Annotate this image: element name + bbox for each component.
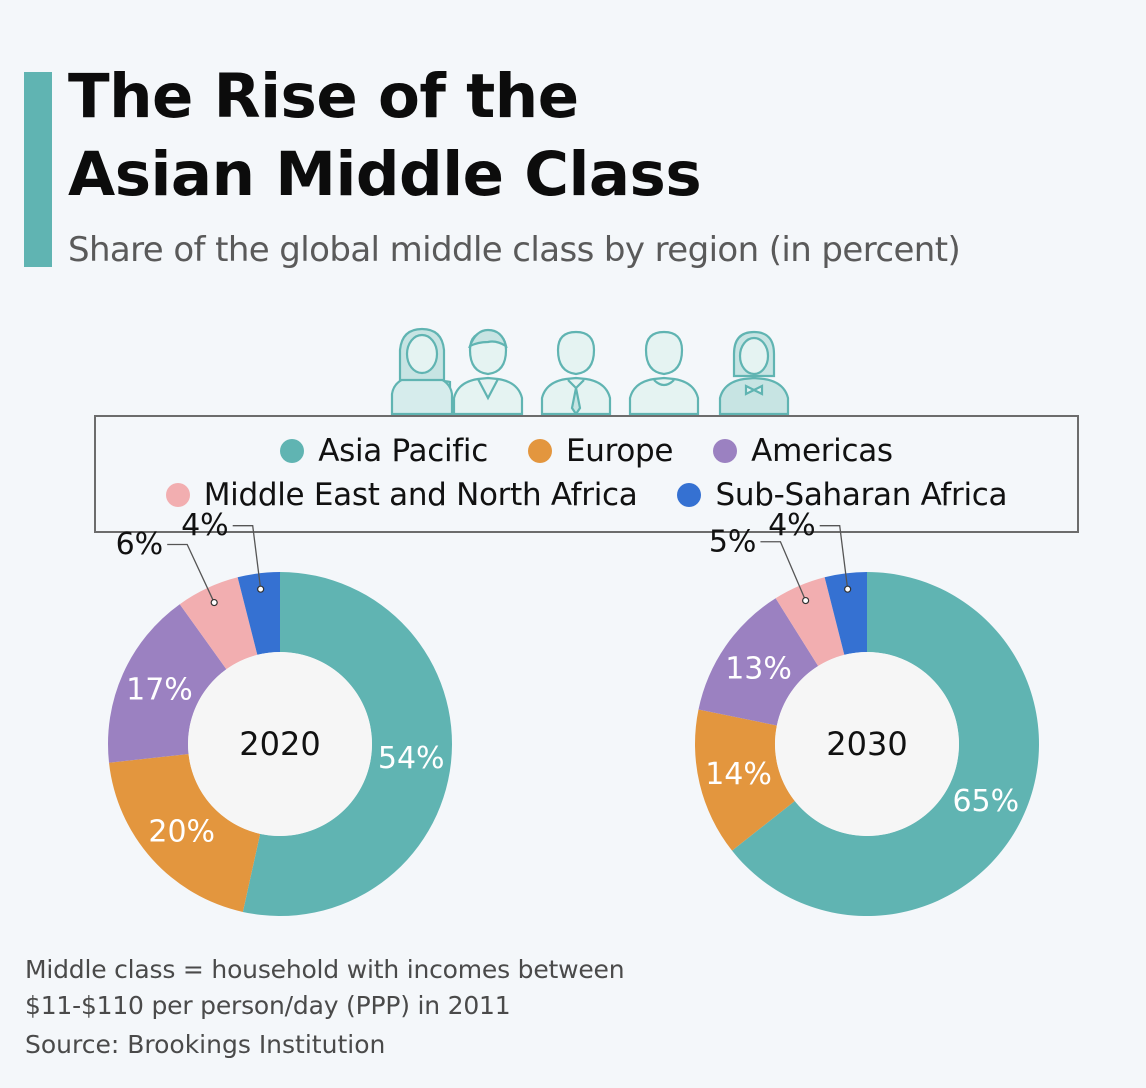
label-leader-line xyxy=(819,525,849,590)
legend-item-americas: Americas xyxy=(713,433,893,469)
slice-value-label: 13% xyxy=(725,651,792,686)
legend-item-europe: Europe xyxy=(527,433,674,469)
slice-value-label: 6% xyxy=(116,527,164,562)
legend-label: Europe xyxy=(565,433,674,469)
page-title: The Rise of the Asian Middle Class xyxy=(68,58,702,214)
slice-value-label: 5% xyxy=(709,524,757,559)
donut-slice-europe xyxy=(109,753,261,912)
label-leader-line xyxy=(232,525,262,590)
legend-label: Middle East and North Africa xyxy=(203,477,638,513)
man-suit-icon xyxy=(452,328,524,416)
label-anchor-dot xyxy=(257,585,265,593)
legend-swatch xyxy=(677,483,702,507)
legend-label: Americas xyxy=(751,433,893,469)
donut-slice-middle-east-and-north-africa xyxy=(179,577,258,670)
footnote-line-2: $11-$110 per person/day (PPP) in 2011 xyxy=(25,991,511,1020)
slice-value-label: 4% xyxy=(768,508,816,543)
legend-label: Asia Pacific xyxy=(318,433,488,469)
legend-item-middle-east-north-africa: Middle East and North Africa xyxy=(165,477,638,513)
donut-center xyxy=(775,652,959,836)
label-anchor-dot xyxy=(844,585,852,593)
title-accent-bar xyxy=(24,72,52,267)
legend-swatch xyxy=(527,439,552,463)
slice-value-label: 4% xyxy=(181,508,229,543)
donut-slice-middle-east-and-north-africa xyxy=(775,577,845,667)
legend-swatch xyxy=(280,439,305,463)
source-note: Source: Brookings Institution xyxy=(25,1030,386,1059)
label-anchor-dot xyxy=(802,596,810,605)
donut-slice-sub-saharan-africa xyxy=(237,572,280,655)
legend-row: Middle East and North Africa Sub-Saharan… xyxy=(96,477,1077,513)
donut-slice-asia-pacific xyxy=(242,572,452,916)
footnote: Middle class = household with incomes be… xyxy=(25,952,625,1024)
title-line-2: Asian Middle Class xyxy=(68,139,702,210)
slice-value-label: 14% xyxy=(705,757,772,792)
legend-item-asia-pacific: Asia Pacific xyxy=(280,433,488,469)
label-leader-line xyxy=(760,541,807,601)
legend-swatch xyxy=(165,483,190,507)
slice-value-label: 54% xyxy=(378,741,445,776)
donut-center xyxy=(188,652,372,836)
woman-long-hair-icon xyxy=(390,327,454,416)
people-icon-group xyxy=(390,327,790,416)
slice-value-label: 17% xyxy=(126,673,193,708)
man-tie-icon xyxy=(540,330,612,416)
legend-swatch xyxy=(713,439,738,463)
legend-row: Asia Pacific Europe Americas xyxy=(96,433,1077,469)
legend-item-sub-saharan-africa: Sub-Saharan Africa xyxy=(677,477,1008,513)
donut-slice-americas xyxy=(698,598,819,726)
donut-chart-2030: 65% 14% 13% 5% 4% 2030 xyxy=(695,508,1039,916)
slice-value-label: 20% xyxy=(148,815,215,850)
donut-slice-americas xyxy=(108,604,227,763)
slice-value-label: 65% xyxy=(952,784,1019,819)
donut-slice-sub-saharan-africa xyxy=(824,572,867,655)
footnote-line-1: Middle class = household with incomes be… xyxy=(25,955,625,984)
label-anchor-dot xyxy=(210,598,218,607)
legend-label: Sub-Saharan Africa xyxy=(715,477,1008,513)
woman-bowtie-icon xyxy=(718,330,790,416)
donut-center-label: 2030 xyxy=(826,725,907,763)
title-line-1: The Rise of the xyxy=(68,61,579,132)
donut-slice-asia-pacific xyxy=(732,572,1039,916)
man-casual-icon xyxy=(628,330,700,416)
chart-legend: Asia Pacific Europe Americas Middle East… xyxy=(94,415,1079,533)
label-leader-line xyxy=(167,543,215,603)
donut-slice-europe xyxy=(695,709,795,851)
donut-chart-2020: 54% 20% 17% 6% 4% 2020 xyxy=(108,508,452,916)
donut-center-label: 2020 xyxy=(239,725,320,763)
page-subtitle: Share of the global middle class by regi… xyxy=(68,230,961,270)
